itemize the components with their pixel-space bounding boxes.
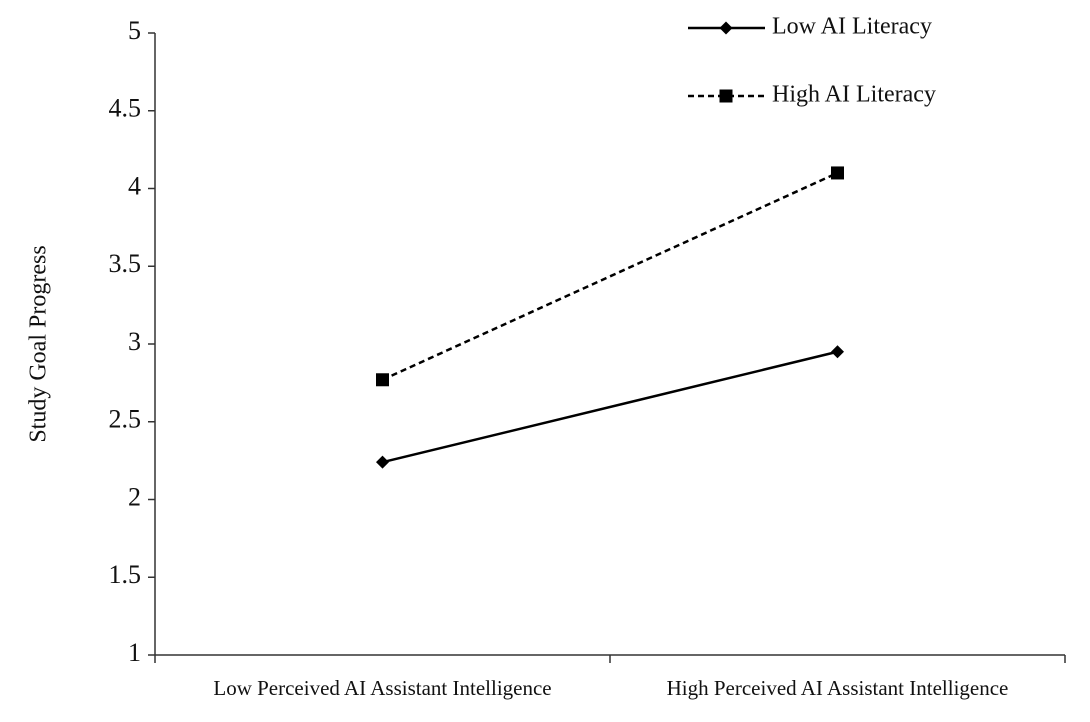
marker [831,345,844,359]
x-tick-label: Low Perceived AI Assistant Intelligence [213,676,551,700]
marker [376,455,389,469]
y-tick-label: 5 [128,16,141,45]
series-line [381,171,839,381]
y-tick-label: 2 [128,482,141,511]
y-tick-label: 1.5 [109,560,142,589]
marker [376,373,389,387]
y-tick-label: 3.5 [109,249,142,278]
legend-label: Low AI Literacy [772,14,932,40]
y-tick-label: 3 [128,327,141,356]
y-tick-label: 1 [128,638,141,667]
y-axis-label: Study Goal Progress [26,245,52,442]
y-tick-label: 2.5 [109,405,142,434]
legend-label: High AI Literacy [772,82,936,108]
legend-marker [719,89,733,103]
y-tick-label: 4 [128,171,141,200]
marker [831,166,844,180]
series-line [382,350,838,464]
y-tick-label: 4.5 [109,94,142,123]
x-tick-label: High Perceived AI Assistant Intelligence [667,676,1009,700]
legend-marker [719,21,733,35]
